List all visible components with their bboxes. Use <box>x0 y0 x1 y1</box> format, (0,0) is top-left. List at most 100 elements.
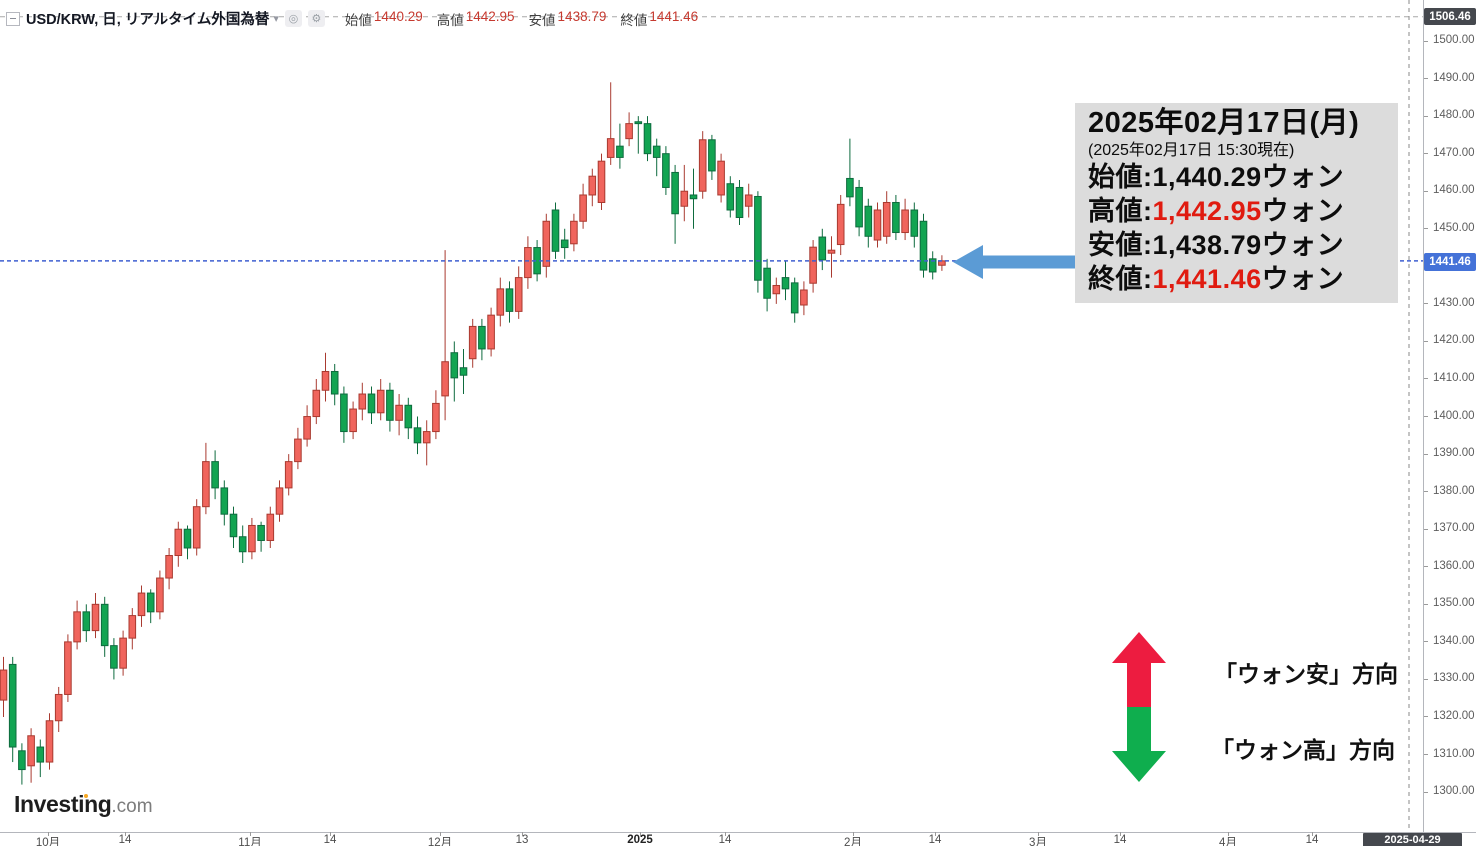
price-tick-label: 1420.00 <box>1433 334 1475 347</box>
chart-legend-bar: USD/KRW, 日, リアルタイム外国為替 ▾ ◎ ⚙ 始値 1440.29 高… <box>6 8 698 29</box>
candle-body <box>128 615 137 639</box>
collapse-pane-icon[interactable] <box>6 11 20 26</box>
candle-body <box>708 139 716 172</box>
candle-body <box>91 603 100 632</box>
candle-body <box>192 506 201 549</box>
time-tick-mark <box>1312 832 1313 836</box>
candle-body <box>367 393 376 414</box>
low-label: 安値 <box>528 12 556 28</box>
candle-body <box>597 160 606 203</box>
candle-body <box>873 209 882 241</box>
snapshot-icon[interactable]: ◎ <box>284 10 302 27</box>
price-tick-label: 1340.00 <box>1433 634 1475 647</box>
candle-body <box>652 145 661 158</box>
candle-body <box>294 438 302 463</box>
chevron-down-icon[interactable]: ▾ <box>273 13 279 25</box>
price-tick-mark <box>1424 340 1428 342</box>
candlestick-chart[interactable] <box>0 0 1423 832</box>
price-tick-mark <box>1424 115 1428 117</box>
price-tick-label: 1390.00 <box>1433 447 1475 460</box>
candle-body <box>671 171 679 215</box>
price-tick-mark <box>1424 491 1428 493</box>
candle-body <box>864 205 873 237</box>
candle-body <box>257 524 265 541</box>
candle-body <box>478 325 486 350</box>
time-axis[interactable]: 10月 14 11月 14 12月 13 2025 14 2月 14 3月 14 4月 14 <box>0 832 1476 846</box>
price-tick-label: 1500.00 <box>1433 34 1475 46</box>
candle-body <box>717 160 725 196</box>
candle-body <box>303 416 311 440</box>
candle-body <box>340 393 348 433</box>
candle-body <box>855 186 863 228</box>
candle-body <box>818 236 827 261</box>
won-strong-direction-label: 「ウォン高」方向 <box>1211 737 1395 763</box>
price-tick-label: 1410.00 <box>1433 371 1475 384</box>
candle-body <box>901 209 909 234</box>
annotation-timestamp: (2025年02月17日 15:30現在) <box>1088 142 1295 159</box>
price-tick-mark <box>1424 78 1428 80</box>
price-tick-label: 1430.00 <box>1433 296 1475 309</box>
price-tick-label: 1320.00 <box>1433 709 1475 722</box>
time-tick-mark <box>125 832 126 836</box>
candle-body <box>928 258 937 273</box>
price-tick-mark <box>1424 303 1428 305</box>
candle-body <box>763 267 771 299</box>
price-tick-mark <box>1424 190 1428 192</box>
candle-body <box>174 528 183 557</box>
price-tick-label: 1470.00 <box>1433 146 1475 159</box>
candle-body <box>229 513 238 538</box>
annotation-date: 2025年02月17日(月) <box>1088 107 1360 139</box>
candle-body <box>892 201 900 234</box>
time-tick-label: 11月 <box>238 837 262 846</box>
candle-body <box>662 153 670 188</box>
won-weak-up-arrow-icon <box>1112 632 1166 707</box>
time-tick-label: 13 <box>515 834 529 846</box>
high-watermark-badge: 1506.46 <box>1424 8 1476 25</box>
price-tick-mark <box>1424 528 1428 530</box>
time-tick-mark <box>935 832 936 836</box>
candle-body <box>82 611 91 632</box>
price-tick-label: 1300.00 <box>1433 785 1475 798</box>
time-tick-mark <box>330 832 331 836</box>
candle-body <box>413 427 422 444</box>
candle-body <box>754 195 762 281</box>
time-tick-mark <box>522 832 523 836</box>
settings-gear-icon[interactable]: ⚙ <box>307 10 325 27</box>
candle-body <box>349 408 357 433</box>
candle-body <box>827 249 836 254</box>
time-tick-mark <box>250 832 251 836</box>
candle-body <box>579 194 587 222</box>
candle-body <box>54 693 63 722</box>
candle-body <box>882 201 891 237</box>
price-axis[interactable]: 1500.00 1490.00 1480.00 1470.00 1460.00 1450.… <box>1423 0 1476 832</box>
candle-body <box>487 314 495 350</box>
time-tick-label: 14 <box>928 834 942 846</box>
candle-body <box>836 203 845 246</box>
candle-body <box>514 277 523 312</box>
candle-body <box>772 284 781 295</box>
price-tick-label: 1400.00 <box>1433 409 1475 422</box>
candle-body <box>146 592 155 613</box>
price-tick-label: 1310.00 <box>1433 747 1475 760</box>
candle-body <box>395 404 403 421</box>
candle-body <box>284 461 293 489</box>
price-tick-label: 1480.00 <box>1433 109 1475 122</box>
time-tick-label: 2025 <box>627 834 653 846</box>
candle-body <box>100 603 109 647</box>
candle-body <box>790 282 799 314</box>
candle-body <box>588 175 597 196</box>
time-tick-label: 12月 <box>427 837 453 846</box>
annotation-low-row: 安値:1,438.79ウォン <box>1088 230 1345 260</box>
candle-body <box>330 370 339 395</box>
investing-logo-suffix: .com <box>111 796 153 817</box>
price-callout-arrow-icon <box>953 245 1087 279</box>
candle-body <box>625 123 633 140</box>
time-tick-mark <box>853 832 854 836</box>
open-value: 1440.29 <box>373 8 423 24</box>
candle-body <box>781 277 790 290</box>
price-tick-label: 1360.00 <box>1433 559 1475 572</box>
won-weak-direction-label: 「ウォン安」方向 <box>1214 661 1398 687</box>
time-tick-label: 14 <box>718 834 732 846</box>
candle-body <box>468 325 477 360</box>
